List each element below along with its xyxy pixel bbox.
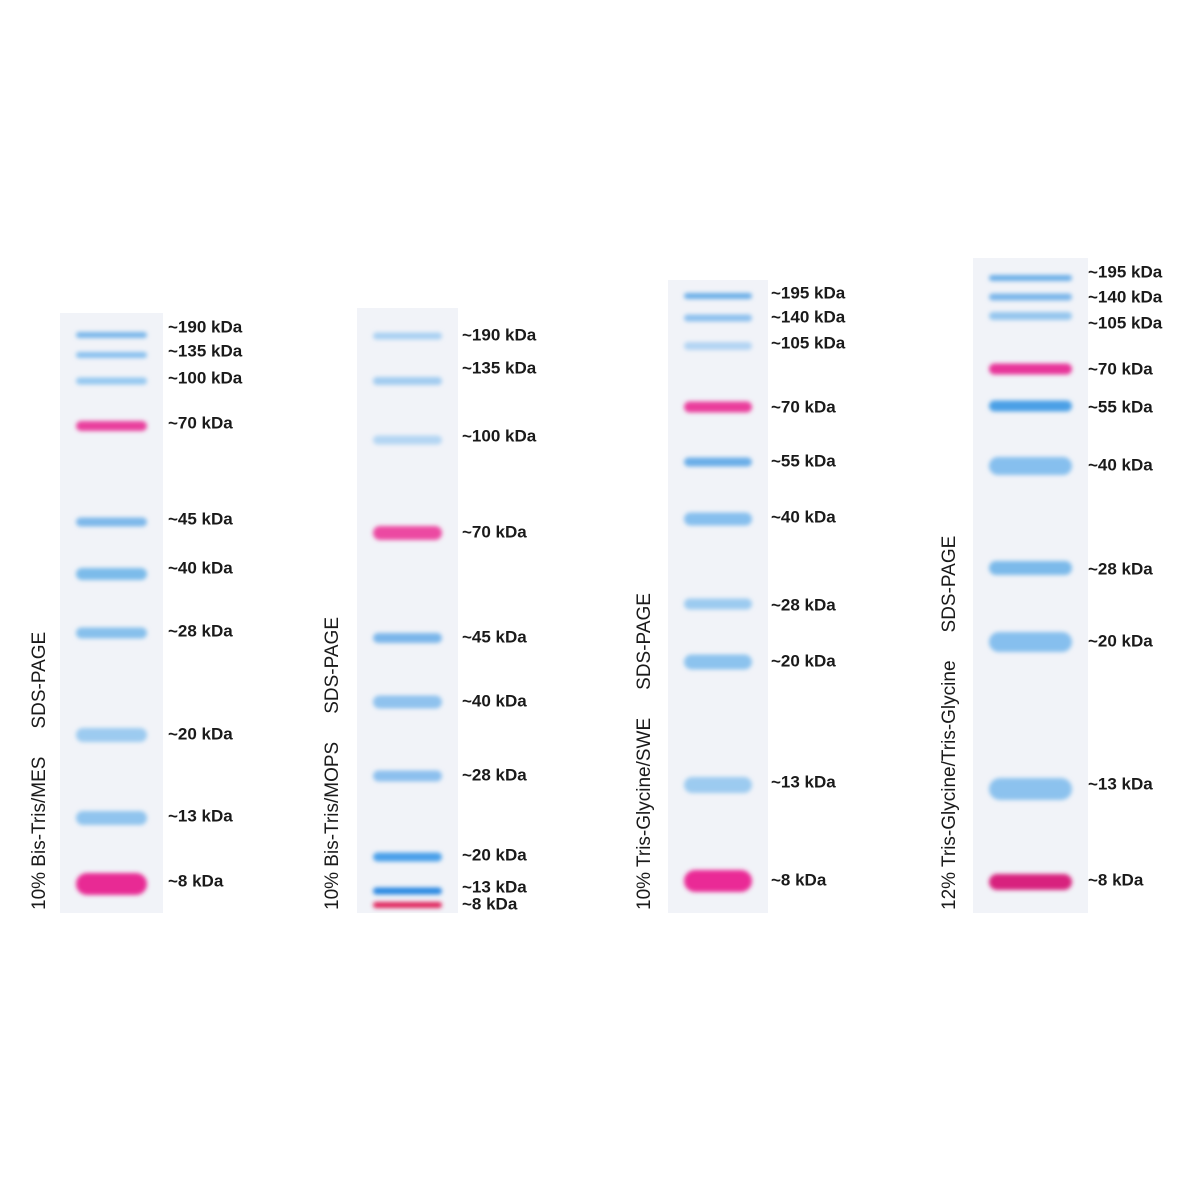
band-label: ~140 kDa	[1088, 287, 1163, 306]
band-label: ~20 kDa	[1088, 631, 1153, 650]
band	[76, 517, 147, 527]
band	[989, 400, 1072, 412]
band-label: ~70 kDa	[462, 522, 527, 541]
band-label: ~8 kDa	[168, 871, 224, 890]
band	[76, 627, 147, 639]
band	[989, 561, 1072, 575]
band	[684, 342, 752, 350]
band	[373, 633, 442, 643]
band	[989, 632, 1072, 652]
gel-lane	[973, 258, 1088, 913]
band	[76, 811, 147, 825]
band-label: ~20 kDa	[168, 724, 233, 743]
band	[989, 293, 1072, 301]
band-label: ~20 kDa	[462, 845, 527, 864]
band-label: ~190 kDa	[168, 317, 243, 336]
band-label: ~105 kDa	[1088, 313, 1163, 332]
band	[684, 598, 752, 610]
band-label: ~13 kDa	[1088, 774, 1153, 793]
band	[989, 778, 1072, 800]
gel-method: SDS-PAGE	[322, 617, 343, 714]
band	[684, 314, 752, 322]
band	[76, 568, 147, 580]
band	[76, 377, 147, 385]
gel-method: SDS-PAGE	[939, 536, 960, 633]
band-label: ~8 kDa	[771, 870, 827, 889]
band-label: ~135 kDa	[462, 358, 537, 377]
band	[373, 377, 442, 385]
band-label: ~20 kDa	[771, 651, 836, 670]
gel-lane	[357, 308, 458, 913]
band	[684, 777, 752, 793]
band	[373, 695, 442, 709]
band	[684, 293, 752, 299]
band	[684, 654, 752, 670]
band-label: ~55 kDa	[1088, 397, 1153, 416]
band-label: ~100 kDa	[462, 426, 537, 445]
band-label: ~40 kDa	[771, 507, 836, 526]
band	[684, 870, 752, 892]
gel-lane	[668, 280, 768, 913]
band-label: ~40 kDa	[462, 691, 527, 710]
band	[76, 352, 147, 358]
gel-method: SDS-PAGE	[29, 632, 50, 729]
band	[989, 312, 1072, 320]
band	[76, 421, 147, 431]
band	[373, 902, 442, 908]
band	[989, 457, 1072, 475]
band	[373, 526, 442, 540]
band	[373, 887, 442, 895]
band-label: ~8 kDa	[462, 894, 518, 913]
band-label: ~195 kDa	[1088, 262, 1163, 281]
band-label: ~8 kDa	[1088, 870, 1144, 889]
band-label: ~28 kDa	[168, 621, 233, 640]
band-label: ~28 kDa	[1088, 559, 1153, 578]
gel-label: 10% Tris-Glycine/SWE	[634, 718, 655, 910]
gel-method: SDS-PAGE	[634, 593, 655, 690]
band-label: ~13 kDa	[771, 772, 836, 791]
gel-label: 10% Bis-Tris/MOPS	[322, 742, 343, 910]
gel-label: 10% Bis-Tris/MES	[29, 757, 50, 910]
band	[373, 852, 442, 862]
band-label: ~190 kDa	[462, 325, 537, 344]
band-label: ~28 kDa	[771, 595, 836, 614]
band	[989, 275, 1072, 281]
band	[76, 728, 147, 742]
band-label: ~100 kDa	[168, 368, 243, 387]
band	[684, 401, 752, 413]
band-label: ~13 kDa	[462, 877, 527, 896]
band-label: ~140 kDa	[771, 307, 846, 326]
gel-label: 12% Tris-Glycine/Tris-Glycine	[939, 660, 960, 910]
band-label: ~28 kDa	[462, 765, 527, 784]
band	[76, 332, 147, 338]
band	[373, 435, 442, 445]
band-label: ~45 kDa	[462, 627, 527, 646]
band-label: ~45 kDa	[168, 509, 233, 528]
band	[989, 363, 1072, 375]
band-label: ~70 kDa	[1088, 359, 1153, 378]
band-label: ~13 kDa	[168, 806, 233, 825]
band-label: ~40 kDa	[168, 558, 233, 577]
band-label: ~135 kDa	[168, 341, 243, 360]
band-label: ~40 kDa	[1088, 455, 1153, 474]
band-label: ~55 kDa	[771, 451, 836, 470]
band-label: ~70 kDa	[168, 413, 233, 432]
band	[684, 457, 752, 467]
band	[373, 332, 442, 340]
band-label: ~105 kDa	[771, 333, 846, 352]
band-label: ~70 kDa	[771, 397, 836, 416]
band	[989, 874, 1072, 890]
band	[76, 873, 147, 895]
band-label: ~195 kDa	[771, 283, 846, 302]
band	[373, 770, 442, 782]
band	[684, 512, 752, 526]
